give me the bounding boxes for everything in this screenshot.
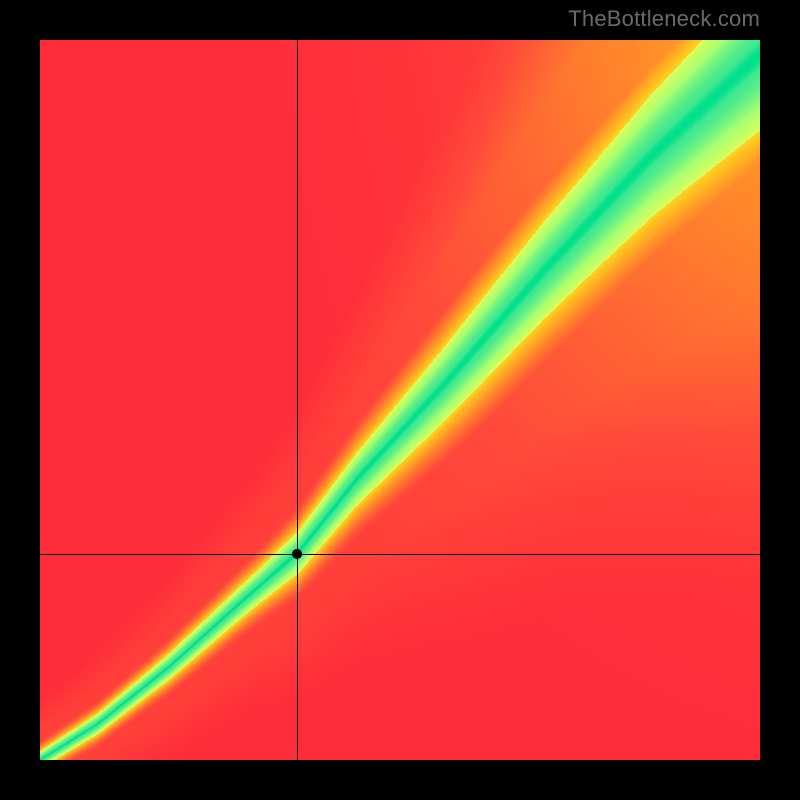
- heatmap-plot: [40, 40, 760, 760]
- heatmap-canvas: [40, 40, 760, 760]
- watermark-text: TheBottleneck.com: [568, 6, 760, 32]
- page-root: TheBottleneck.com: [0, 0, 800, 800]
